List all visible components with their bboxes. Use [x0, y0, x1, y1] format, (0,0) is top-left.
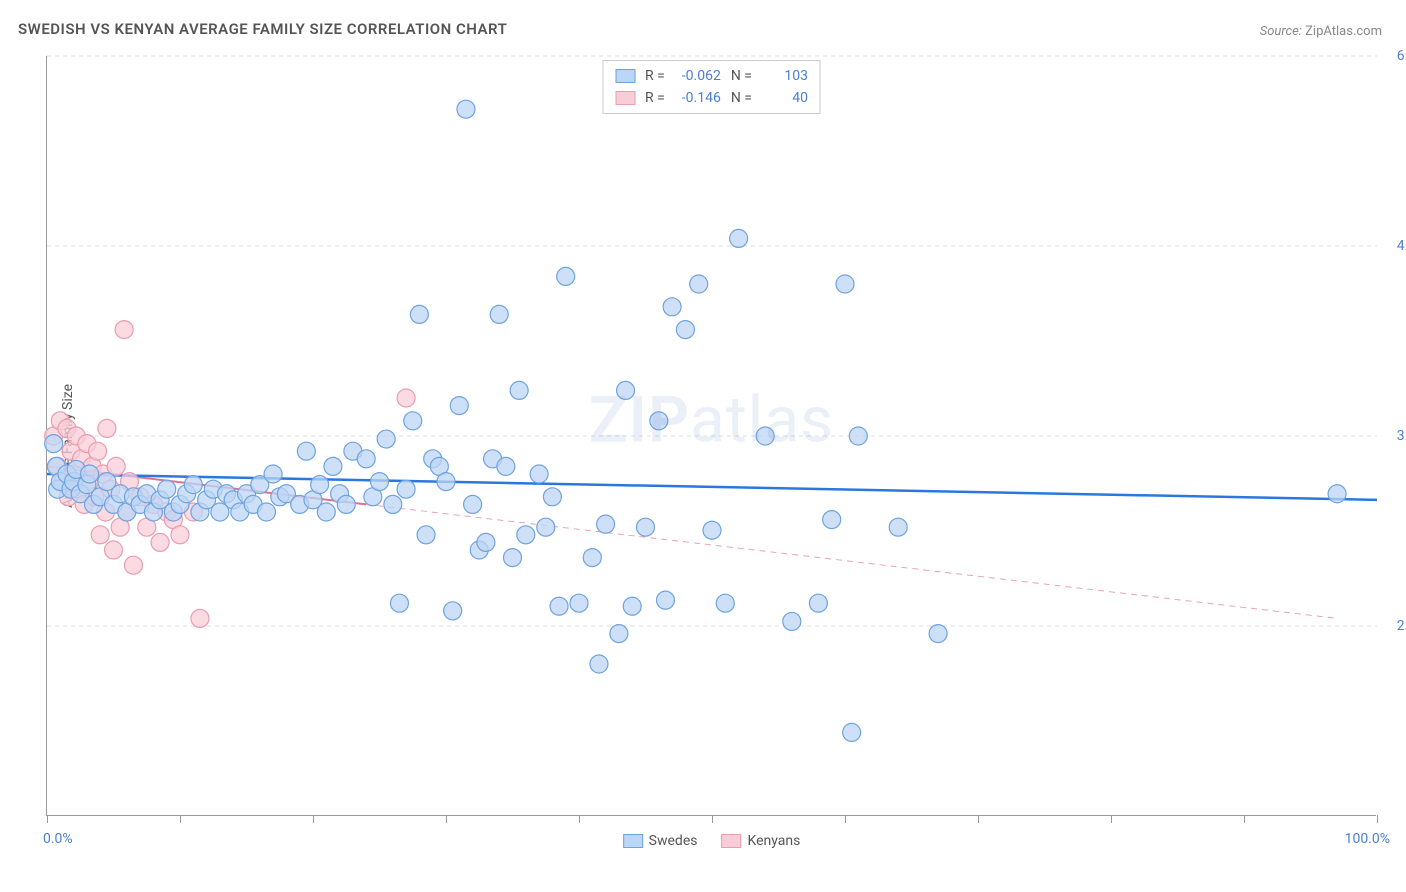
x-tick-mark	[978, 815, 979, 823]
swedes-swatch-icon	[615, 69, 635, 83]
x-tick-mark	[47, 815, 48, 823]
chart-plot-area: R = -0.062 N = 103 R = -0.146 N = 40 ZIP…	[46, 56, 1376, 816]
swedes-n-value: 103	[758, 65, 808, 87]
x-tick-mark	[180, 815, 181, 823]
x-tick-mark	[579, 815, 580, 823]
legend-item-swedes: Swedes	[623, 833, 698, 849]
x-tick-mark	[1111, 815, 1112, 823]
series-legend: Swedes Kenyans	[623, 833, 801, 849]
stats-row-kenyans: R = -0.146 N = 40	[615, 87, 808, 109]
y-tick-label: 6.00	[1380, 48, 1406, 64]
kenyans-swatch-icon	[721, 834, 741, 848]
n-label: N =	[731, 87, 752, 109]
legend-item-kenyans: Kenyans	[721, 833, 800, 849]
x-tick-mark	[1244, 815, 1245, 823]
source-attribution: Source: ZipAtlas.com	[1260, 24, 1382, 39]
stats-legend: R = -0.062 N = 103 R = -0.146 N = 40	[602, 60, 821, 114]
swedes-swatch-icon	[623, 834, 643, 848]
kenyans-r-value: -0.146	[671, 87, 721, 109]
swedes-label: Swedes	[649, 833, 698, 849]
y-tick-label: 3.50	[1380, 428, 1406, 444]
scatter-plot-svg	[47, 56, 1376, 815]
r-label: R =	[645, 87, 665, 109]
kenyans-label: Kenyans	[747, 833, 800, 849]
swedes-r-value: -0.062	[671, 65, 721, 87]
y-tick-label: 4.75	[1380, 238, 1406, 254]
kenyans-n-value: 40	[758, 87, 808, 109]
n-label: N =	[731, 65, 752, 87]
kenyans-swatch-icon	[615, 91, 635, 105]
source-label: Source:	[1260, 24, 1302, 39]
x-axis-min-label: 0.0%	[43, 831, 73, 847]
chart-title: SWEDISH VS KENYAN AVERAGE FAMILY SIZE CO…	[18, 20, 507, 38]
x-tick-mark	[446, 815, 447, 823]
y-tick-label: 2.25	[1380, 618, 1406, 634]
x-tick-mark	[845, 815, 846, 823]
stats-row-swedes: R = -0.062 N = 103	[615, 65, 808, 87]
r-label: R =	[645, 65, 665, 87]
x-axis-max-label: 100.0%	[1345, 831, 1390, 847]
source-name: ZipAtlas.com	[1305, 24, 1382, 39]
x-tick-mark	[313, 815, 314, 823]
x-tick-mark	[1377, 815, 1378, 823]
x-tick-mark	[712, 815, 713, 823]
